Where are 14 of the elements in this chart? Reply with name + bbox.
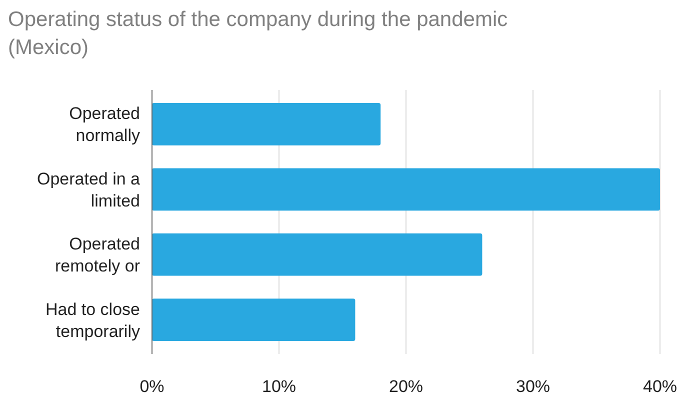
bar bbox=[152, 168, 660, 211]
y-tick-label: Operated remotely or bbox=[54, 234, 140, 276]
x-tick-label: 20% bbox=[388, 377, 424, 396]
bar bbox=[152, 103, 381, 146]
x-tick-label: 30% bbox=[516, 377, 550, 396]
y-tick-label: Operated normally bbox=[69, 104, 140, 146]
chart-title: Operating status of the company during the pandemic (Mexico) bbox=[8, 8, 508, 59]
x-tick-label: 40% bbox=[642, 377, 678, 396]
x-tick-label: 10% bbox=[262, 377, 296, 396]
y-tick-label: Operated in a limited bbox=[36, 169, 141, 210]
x-tick-label: 0% bbox=[140, 377, 164, 396]
bar bbox=[152, 233, 482, 276]
bar bbox=[152, 298, 356, 341]
y-tick-label: Had to close temporarily bbox=[46, 300, 140, 341]
